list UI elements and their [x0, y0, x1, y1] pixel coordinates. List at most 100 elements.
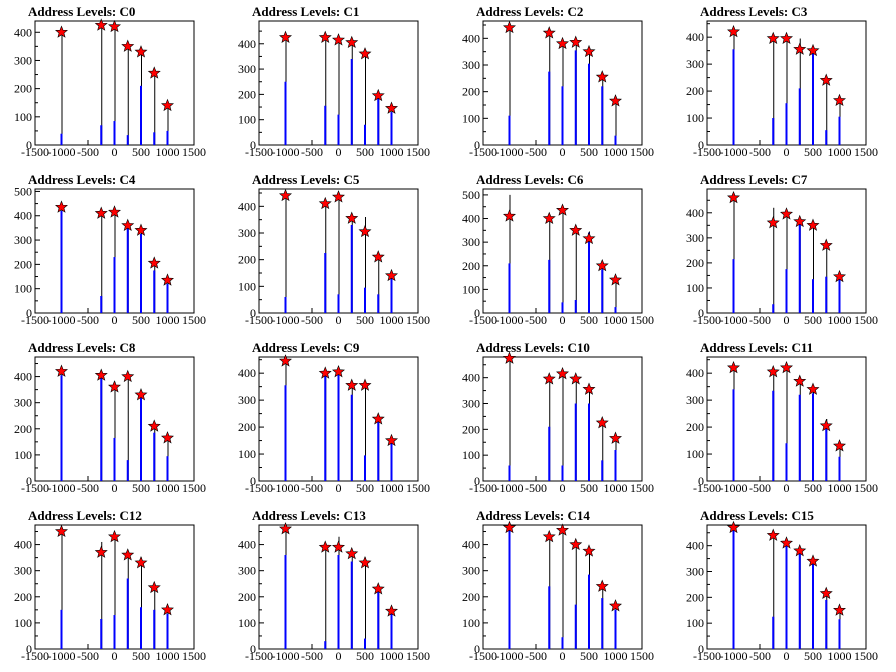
- x-tick-label: 0: [560, 481, 566, 495]
- chart-title: Address Levels: C6: [476, 172, 584, 187]
- chart-panel: Address Levels: C5 0 100 200 300 400 -1500 -100…: [224, 168, 448, 336]
- star-marker: [371, 582, 385, 595]
- star-marker: [385, 268, 398, 282]
- star-marker: [806, 218, 820, 231]
- star-marker: [55, 25, 68, 38]
- chart-panel: Address Levels: C10 0 100 200 300 400 -1500 -10…: [448, 336, 672, 504]
- y-tick-label: 300: [14, 233, 32, 247]
- star-marker: [134, 45, 148, 58]
- chart-title: Address Levels: C11: [700, 340, 814, 355]
- y-tick-label: 100: [238, 616, 256, 630]
- chart-svg: 0 100 200 300 400 -1500-1000 -500 0 500 1000 1500: [14, 18, 206, 159]
- x-tick-label: 1500: [854, 481, 878, 495]
- chart-svg: 0 100 200 300 400 -1500-1000 -500 0 500 1000 1500: [686, 188, 878, 327]
- star-marker: [332, 33, 345, 46]
- star-marker: [595, 70, 609, 83]
- chart-svg: 0 100 200 300 400 -1500-1000 -500 0 500 1000 1500: [238, 20, 430, 159]
- chart-title: Address Levels: C5: [252, 172, 360, 187]
- y-tick-label: 0: [474, 474, 480, 488]
- x-tick-label: -1000: [48, 481, 76, 495]
- y-tick-label: 300: [238, 226, 256, 240]
- star-marker: [766, 528, 780, 541]
- chart-svg: 0 100 200 300 400 -1500-1000 -500 0 500 1000 1500: [238, 354, 430, 495]
- x-tick-label: 0: [112, 313, 118, 327]
- y-tick-label: 200: [238, 87, 256, 101]
- chart-panel: Address Levels: C12 0 100 200 300 400 -1500 -10…: [0, 504, 224, 672]
- star-marker: [94, 18, 108, 31]
- x-tick-label: 1000: [380, 481, 404, 495]
- star-marker: [345, 35, 359, 49]
- x-tick-label: 500: [580, 481, 598, 495]
- star-marker: [542, 372, 556, 385]
- chart-title: Address Levels: C15: [700, 508, 814, 523]
- star-marker: [819, 73, 833, 86]
- star-marker: [542, 26, 556, 39]
- star-marker: [542, 211, 556, 225]
- x-tick-label: 1500: [182, 481, 206, 495]
- star-marker: [727, 520, 740, 534]
- x-tick-label: -1500: [693, 481, 721, 495]
- star-marker: [806, 43, 820, 57]
- star-marker: [766, 216, 780, 229]
- x-tick-label: -1000: [48, 649, 76, 663]
- star-marker: [385, 604, 398, 617]
- x-tick-label: 1500: [182, 649, 206, 663]
- x-tick-label: 1500: [854, 313, 878, 327]
- star-marker: [108, 529, 121, 543]
- y-tick-label: 400: [14, 370, 32, 384]
- star-marker: [609, 431, 622, 444]
- y-tick-label: 0: [250, 474, 256, 488]
- y-tick-label: 200: [462, 422, 480, 436]
- x-tick-label: 500: [132, 481, 150, 495]
- y-tick-label: 0: [26, 306, 32, 320]
- y-tick-label: 0: [26, 642, 32, 656]
- y-tick-label: 300: [462, 235, 480, 249]
- star-marker: [371, 88, 385, 102]
- x-tick-label: 0: [560, 145, 566, 159]
- star-marker: [55, 524, 68, 538]
- y-tick-label: 300: [238, 393, 256, 407]
- star-marker: [582, 382, 596, 395]
- star-marker: [318, 30, 332, 43]
- star-marker: [609, 94, 622, 107]
- y-tick-label: 200: [238, 420, 256, 434]
- y-tick-label: 300: [462, 58, 480, 72]
- x-tick-label: 1000: [380, 649, 404, 663]
- star-marker: [595, 579, 609, 592]
- x-tick-label: 500: [804, 481, 822, 495]
- star-marker: [503, 520, 516, 534]
- x-tick-label: 1500: [630, 145, 654, 159]
- star-marker: [569, 223, 583, 236]
- x-tick-label: 1000: [380, 313, 404, 327]
- star-marker: [108, 205, 121, 218]
- x-tick-label: 500: [356, 145, 374, 159]
- y-tick-label: 200: [14, 422, 32, 436]
- x-tick-label: -1000: [720, 145, 748, 159]
- star-marker: [161, 431, 174, 444]
- star-marker: [793, 374, 807, 387]
- y-tick-label: 500: [462, 188, 480, 202]
- x-tick-label: 1000: [156, 145, 180, 159]
- star-marker: [793, 42, 807, 55]
- y-tick-label: 0: [250, 138, 256, 152]
- y-tick-label: 200: [462, 590, 480, 604]
- x-tick-label: 500: [132, 649, 150, 663]
- star-marker: [556, 366, 569, 380]
- x-tick-label: 0: [112, 481, 118, 495]
- y-tick-label: 300: [238, 62, 256, 76]
- x-tick-label: 500: [580, 313, 598, 327]
- x-tick-label: -1500: [21, 145, 49, 159]
- y-tick-label: 500: [14, 184, 32, 198]
- x-tick-label: 1500: [854, 145, 878, 159]
- x-tick-label: -1000: [496, 313, 524, 327]
- y-tick-label: 400: [238, 366, 256, 380]
- y-tick-label: 0: [698, 474, 704, 488]
- star-marker: [385, 101, 398, 114]
- chart-panel: Address Levels: C14 0 100 200 300 400 -1500 -10…: [448, 504, 672, 672]
- star-marker: [147, 580, 161, 594]
- star-marker: [279, 522, 292, 535]
- y-tick-label: 100: [14, 110, 32, 124]
- y-tick-label: 400: [238, 538, 256, 552]
- star-marker: [94, 206, 108, 219]
- x-tick-label: 1000: [156, 313, 180, 327]
